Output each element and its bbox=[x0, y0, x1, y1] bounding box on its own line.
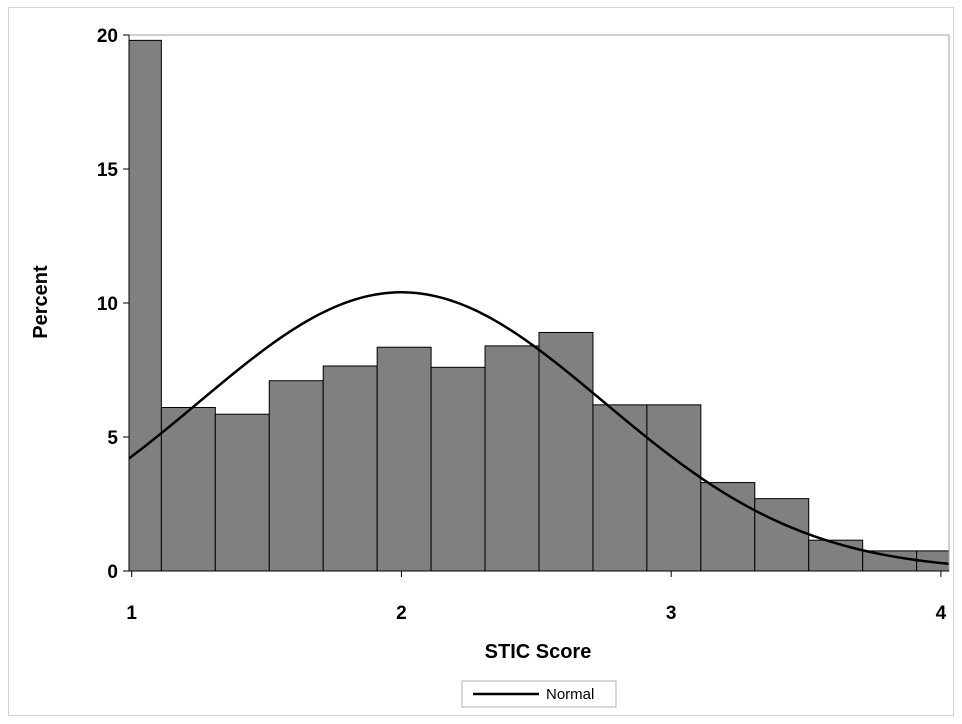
histogram-bar-3 bbox=[214, 413, 270, 572]
normal-curve bbox=[128, 291, 950, 566]
x-tick-label-3: 3 bbox=[666, 603, 677, 624]
chart-frame bbox=[8, 7, 954, 716]
y-tick-label-20: 20 bbox=[97, 26, 118, 47]
legend: Normal bbox=[461, 680, 617, 708]
bars-layer bbox=[128, 39, 950, 572]
x-tick-label-1: 1 bbox=[126, 603, 137, 624]
histogram-bar-4 bbox=[268, 380, 324, 572]
y-tick-label-0: 0 bbox=[107, 562, 118, 583]
histogram-bar-9 bbox=[538, 331, 594, 572]
y-tick-label-5: 5 bbox=[107, 428, 118, 449]
y-tick-label-10: 10 bbox=[97, 294, 118, 315]
histogram-bar-13 bbox=[754, 498, 810, 572]
x-tick-label-2: 2 bbox=[396, 603, 407, 624]
y-axis-title: Percent bbox=[30, 265, 52, 339]
histogram-bar-5 bbox=[322, 365, 378, 572]
x-axis-title: STIC Score bbox=[485, 641, 592, 663]
legend-label-normal: Normal bbox=[546, 686, 594, 703]
histogram-bar-15 bbox=[862, 550, 918, 572]
ticks-layer: 0 5 10 15 20 1 2 3 4 bbox=[97, 26, 947, 624]
histogram-bar-12 bbox=[700, 482, 756, 572]
histogram-bar-7 bbox=[430, 366, 486, 572]
histogram-bar-1 bbox=[128, 39, 162, 572]
histogram-bar-2 bbox=[160, 407, 216, 572]
histogram-bar-8 bbox=[484, 345, 540, 572]
y-tick-label-15: 15 bbox=[97, 160, 119, 181]
x-tick-label-4: 4 bbox=[936, 603, 947, 624]
curve-layer bbox=[128, 291, 950, 566]
histogram-bar-6 bbox=[376, 346, 432, 572]
histogram-bar-11 bbox=[646, 404, 702, 572]
histogram-bar-14 bbox=[808, 539, 864, 572]
